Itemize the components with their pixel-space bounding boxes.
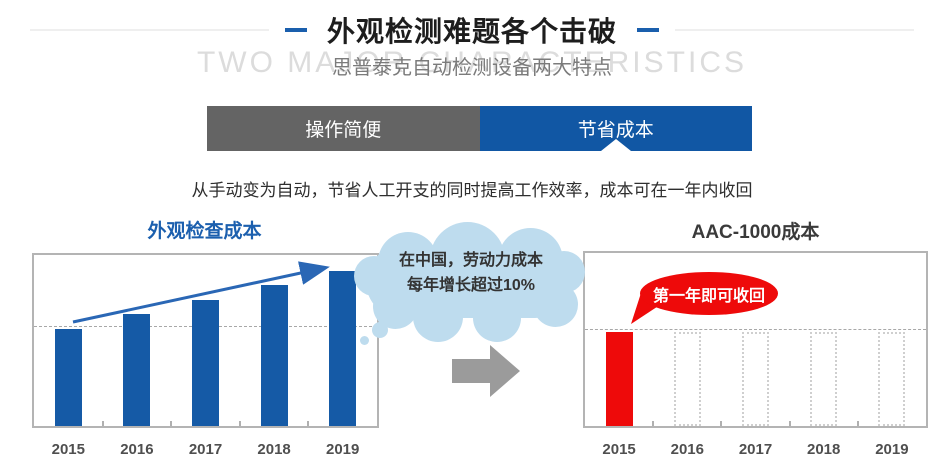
cloud-tail-bubble — [360, 336, 369, 345]
title-box: 外观检测难题各个击破 — [268, 10, 675, 50]
left-chart-x-axis-labels: 2015 2016 2017 2018 2019 — [34, 441, 377, 459]
placeholder-bar-2018 — [810, 332, 838, 426]
cloud-callout: 在中国，劳动力成本 每年增长超过10% — [354, 222, 585, 345]
trend-arrow-icon — [72, 261, 330, 324]
x-axis-label-2017: 2017 — [738, 441, 773, 458]
right-chart-title: AAC-1000成本 — [691, 222, 820, 243]
tab-bar: 操作简便 节省成本 — [207, 106, 752, 151]
tab-cost-saving[interactable]: 节省成本 — [479, 106, 752, 151]
speech-bubble: 第一年即可收回 — [640, 272, 778, 315]
title-row: 外观检测难题各个击破 — [0, 9, 944, 51]
left-chart-title: 外观检查成本 — [147, 221, 262, 242]
axis-tick — [170, 421, 173, 426]
bar-2018 — [260, 285, 288, 426]
description-text: 从手动变为自动，节省人工开支的同时提高工作效率，成本可在一年内收回 — [191, 181, 753, 200]
x-axis-label-2019: 2019 — [326, 441, 360, 458]
bar-2016 — [123, 314, 151, 426]
placeholder-bar-2016 — [673, 332, 701, 426]
speech-bubble-text: 第一年即可收回 — [652, 287, 765, 305]
page-subtitle: 思普泰克自动检测设备两大特点 — [332, 57, 612, 79]
cloud-tail-bubble — [372, 322, 388, 338]
x-axis-label-2018: 2018 — [807, 441, 841, 458]
cloud-line-1: 在中国，劳动力成本 — [398, 252, 543, 269]
x-axis-label-2015: 2015 — [602, 441, 636, 458]
axis-tick — [788, 421, 791, 426]
transition-arrow-head-icon — [490, 345, 520, 397]
bar-2017 — [192, 299, 219, 426]
placeholder-bar-2017 — [742, 332, 769, 426]
axis-tick — [101, 421, 104, 426]
tab-easy-operation[interactable]: 操作简便 — [207, 106, 480, 151]
tab-cost-saving-label: 节省成本 — [577, 120, 654, 141]
bar-2015 — [54, 329, 82, 426]
transition-arrow-icon — [452, 359, 490, 383]
x-axis-label-2019: 2019 — [875, 441, 909, 458]
watermark-text: TWO MAJOR CHARACTERISTICS — [196, 46, 747, 79]
cloud-callout-text: 在中国，劳动力成本 每年增长超过10% — [358, 248, 584, 298]
axis-tick — [238, 421, 241, 426]
page-title: 外观检测难题各个击破 — [326, 16, 617, 47]
title-dash-left — [284, 28, 307, 32]
axis-tick — [856, 421, 859, 426]
dashed-reference-line — [585, 329, 926, 330]
x-axis-label-2016: 2016 — [120, 441, 154, 458]
axis-tick — [720, 421, 723, 426]
cloud-line-2: 每年增长超过10% — [406, 277, 536, 294]
bar-2019 — [329, 270, 357, 426]
left-chart-plot-area — [32, 253, 379, 428]
x-axis-label-2016: 2016 — [670, 441, 704, 458]
placeholder-bar-2019 — [878, 332, 906, 426]
title-dash-right — [637, 28, 659, 32]
axis-tick — [652, 421, 655, 426]
x-axis-label-2015: 2015 — [51, 441, 85, 458]
x-axis-label-2018: 2018 — [257, 441, 291, 458]
tab-easy-operation-label: 操作简便 — [305, 120, 382, 141]
active-tab-notch-icon — [600, 139, 631, 151]
x-axis-label-2017: 2017 — [188, 441, 223, 458]
bar-2015 — [605, 332, 633, 426]
right-chart-x-axis-labels: 2015 2016 2017 2018 2019 — [585, 441, 926, 459]
axis-tick — [307, 421, 310, 426]
